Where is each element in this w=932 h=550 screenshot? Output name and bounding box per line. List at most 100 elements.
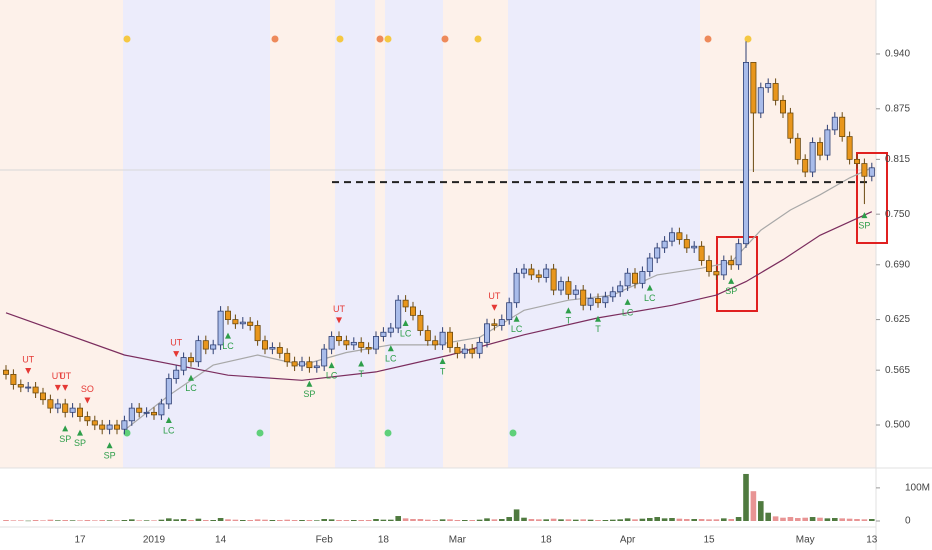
volume-bar <box>291 520 298 521</box>
signal-marker <box>84 397 91 404</box>
moving-average <box>124 167 873 431</box>
signal-marker <box>306 380 313 387</box>
volume-bar <box>706 519 712 521</box>
volume-bar <box>861 519 868 521</box>
volume-bar <box>77 520 83 521</box>
candle-body <box>839 116 846 138</box>
candle-body <box>417 314 424 331</box>
annotation: UT <box>59 371 71 381</box>
volume-bar <box>129 519 135 521</box>
candle-body <box>506 302 513 320</box>
signal-marker <box>188 374 194 381</box>
candle-body <box>395 299 402 329</box>
candle-body <box>861 163 868 177</box>
candle-body <box>254 325 261 342</box>
candle-body <box>446 331 453 348</box>
volume-bar <box>69 520 76 521</box>
annotation: LC <box>385 354 397 364</box>
volume-tick-label: 100M <box>905 483 930 494</box>
signal-marker <box>439 357 446 364</box>
volume-bar <box>158 519 165 521</box>
annotation: T <box>566 316 572 326</box>
candle-body <box>158 403 165 416</box>
candle-body <box>387 327 394 333</box>
candle-body <box>69 407 76 413</box>
candle-body <box>261 340 268 350</box>
candle-body <box>54 403 61 409</box>
volume-bar <box>824 518 831 521</box>
signal-marker <box>106 442 113 449</box>
annotation: LC <box>163 425 175 435</box>
volume-bar <box>232 519 239 521</box>
candle-body <box>335 336 342 342</box>
x-tick-label: 2019 <box>143 535 166 546</box>
y-tick-label: 0.940 <box>885 49 910 60</box>
candle-body <box>698 245 705 261</box>
candle-body <box>491 323 498 326</box>
volume-bar <box>439 519 446 521</box>
signal-icon <box>336 35 344 43</box>
annotation: LC <box>511 324 523 334</box>
signal-marker <box>173 351 180 358</box>
candle-body <box>247 321 254 326</box>
y-tick-label: 0.875 <box>885 103 910 114</box>
candle-body <box>854 158 861 164</box>
annotation: LC <box>400 328 412 338</box>
signal-marker <box>336 317 342 324</box>
x-tick-label: Feb <box>316 535 334 546</box>
candle-body <box>409 306 416 316</box>
volume-bar <box>669 518 675 521</box>
volume-bar <box>735 517 742 521</box>
volume-bar <box>684 519 690 521</box>
signal-marker <box>861 212 868 219</box>
annotation: LC <box>622 307 634 317</box>
signal-icon <box>256 429 264 437</box>
y-tick-label: 0.690 <box>885 259 910 270</box>
volume-bar <box>728 519 734 521</box>
signal-marker <box>513 315 520 322</box>
candle-body <box>343 340 350 346</box>
volume-bar <box>358 520 364 521</box>
volume-bar <box>321 519 327 521</box>
highlight-box <box>856 152 888 244</box>
signal-marker <box>62 384 69 391</box>
candle-body <box>454 347 461 354</box>
signal-marker <box>387 345 394 352</box>
annotation: SP <box>303 389 315 399</box>
volume-bar <box>632 519 638 521</box>
candle-body <box>276 347 283 354</box>
candle-body <box>846 136 853 160</box>
candle-body <box>121 420 128 430</box>
volume-bar <box>476 519 483 521</box>
annotation: T <box>595 324 601 334</box>
volume-bar <box>351 520 357 521</box>
signal-marker <box>328 362 335 369</box>
signal-marker <box>25 367 32 374</box>
signal-icon <box>509 429 517 437</box>
candle-body <box>580 289 587 306</box>
volume-tick-label: 0 <box>905 516 911 527</box>
volume-bar <box>550 518 557 521</box>
volume-bar <box>62 520 68 521</box>
volume-bar <box>832 518 838 521</box>
band <box>443 0 508 468</box>
candle-body <box>239 321 246 325</box>
volume-bar <box>262 519 268 521</box>
volume-bar <box>454 520 461 521</box>
candle-body <box>298 361 305 367</box>
volume-bar <box>676 518 683 521</box>
signal-icon <box>123 35 131 43</box>
volume-bar <box>528 519 535 521</box>
x-tick-label: 17 <box>74 535 86 546</box>
candle-body <box>794 137 801 160</box>
candle-body <box>654 247 661 259</box>
volume-bar <box>380 519 387 521</box>
candle-body <box>106 424 113 430</box>
candle-body <box>180 357 187 371</box>
volume-bar <box>610 519 616 521</box>
candle-body <box>558 281 565 291</box>
candle-body <box>750 62 757 114</box>
volume-bar <box>410 519 416 521</box>
x-tick-label: 15 <box>703 535 715 546</box>
candle-body <box>587 298 594 306</box>
